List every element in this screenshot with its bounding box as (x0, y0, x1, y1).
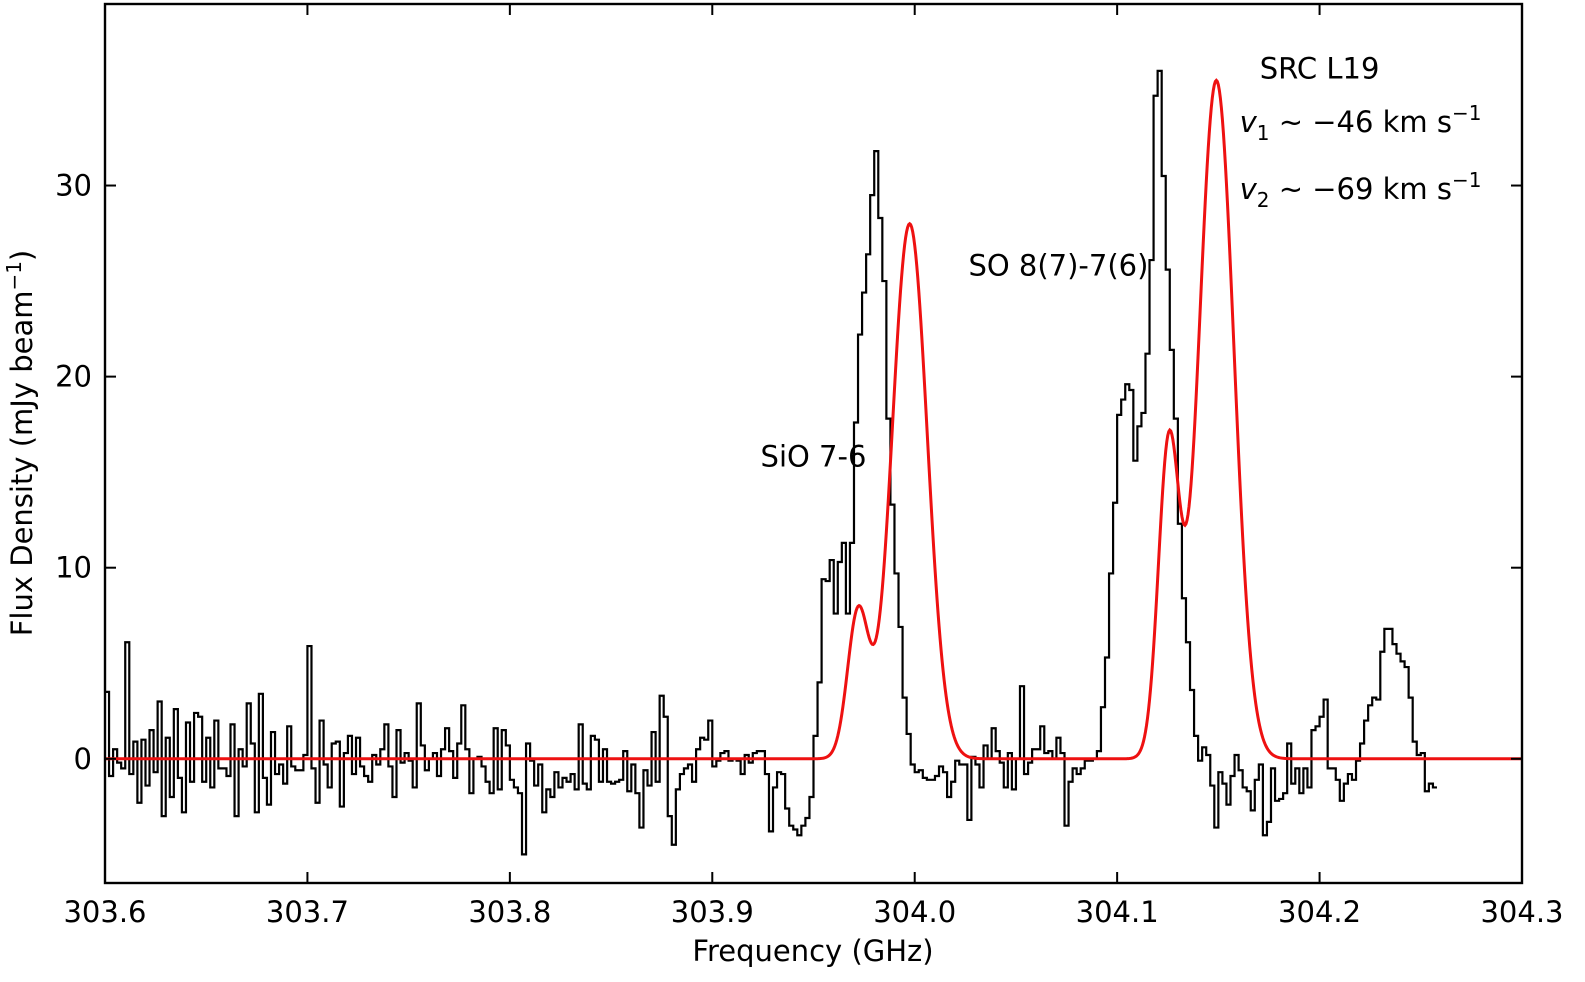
y-tick-label: 10 (55, 551, 92, 585)
y-tick-label: 20 (55, 360, 92, 394)
x-tick-label: 303.8 (468, 895, 551, 929)
y-axis-label-close: ) (5, 250, 39, 261)
annotation-src: SRC L19 (1260, 52, 1380, 86)
velocity-text: ∼ −46 km s (1269, 105, 1452, 139)
y-tick-label: 0 (74, 742, 92, 776)
x-tick-label: 304.3 (1480, 895, 1563, 929)
x-tick-label: 303.6 (63, 895, 146, 929)
velocity-v2: v2 ∼ −69 km s−1 (1240, 168, 1482, 212)
velocity-v1: v1 ∼ −46 km s−1 (1240, 101, 1482, 145)
y-axis-label-sup: −1 (2, 261, 26, 290)
axis-ticks (104, 4, 1523, 883)
x-tick-label: 304.0 (873, 895, 956, 929)
x-tick-label: 303.7 (266, 895, 349, 929)
velocity-var: v (1240, 172, 1258, 206)
velocity-text: ∼ −69 km s (1269, 172, 1452, 206)
velocity-sub: 1 (1257, 121, 1270, 145)
x-tick-label: 304.2 (1278, 895, 1361, 929)
velocity-sup: −1 (1452, 101, 1481, 125)
x-tick-label: 304.1 (1076, 895, 1159, 929)
tick-labels: 303.6 303.7 303.8 303.9 304.0 304.1 304.2 304.3… (55, 169, 1563, 929)
plot-frame (103, 2, 1524, 885)
annotation-sio: SiO 7-6 (761, 439, 867, 473)
y-axis-label: Flux Density (mJy beam−1) (2, 250, 39, 637)
x-axis-label: Frequency (GHz) (692, 934, 933, 968)
velocity-sub: 2 (1257, 188, 1270, 212)
observed-spectrum-line (105, 69, 1437, 856)
x-tick-label: 303.9 (671, 895, 754, 929)
velocity-sup: −1 (1452, 168, 1481, 192)
gaussian-fit-line (105, 78, 1522, 761)
velocity-var: v (1240, 105, 1258, 139)
annotation-so: SO 8(7)-7(6) (968, 248, 1148, 282)
y-tick-label: 30 (55, 169, 92, 203)
y-axis-label-main: Flux Density (mJy beam (5, 291, 39, 637)
